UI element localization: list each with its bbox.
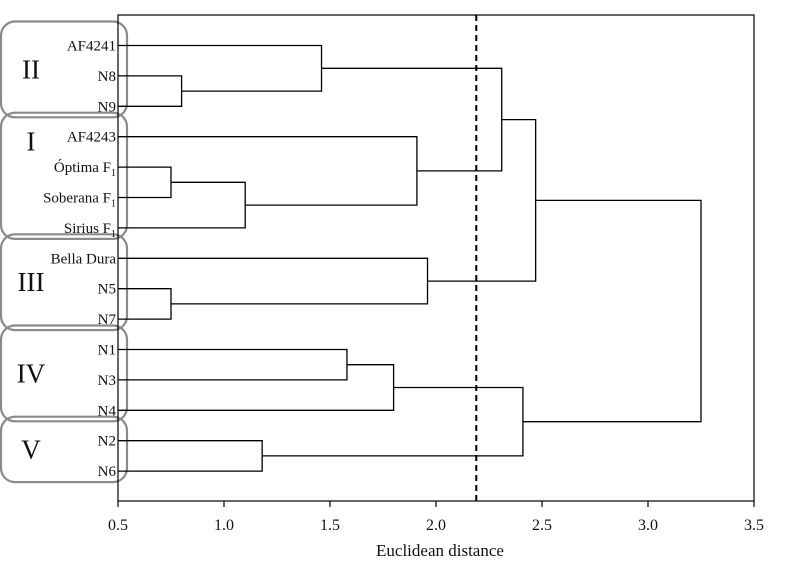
x-axis-ticks: 0.5 1.0 1.5 2.0 2.5 3.0 3.5 [108,501,764,534]
leaf-label: Soberana F1 [43,191,116,210]
leaf-label: N1 [98,343,116,359]
dendrogram-branch [321,67,503,172]
leaf-label: Bella Dura [51,251,117,267]
leaf-labels: AF4241 N8 N9 AF4243 Óptima F1 Soberana F1 Siri… [43,39,116,481]
leaf-label: AF4241 [67,39,116,55]
dendrogram-branch [118,181,246,229]
x-tick-label: 3.5 [744,517,764,534]
leaf-label: N6 [98,464,117,480]
dendrogram-branch [427,118,537,282]
group-box-1 [0,20,129,119]
x-tick-label: 1.0 [214,517,234,534]
x-axis-title: Euclidean distance [376,541,504,560]
group-box-2 [0,111,129,240]
leaf-label: N5 [98,282,116,298]
dendrogram-branches [118,44,702,472]
leaf-label: N2 [98,434,116,450]
leaf-label: N9 [98,99,116,115]
leaf-label: N7 [98,312,117,328]
dendrogram-branch [262,386,524,457]
group-label-4: IV [17,358,46,388]
dendrogram-branch [118,257,429,305]
leaf-label: N8 [98,69,116,85]
x-tick-label: 1.5 [320,517,340,534]
leaf-label: AF4243 [67,130,116,146]
group-label-2: I [27,127,36,157]
group-label-3: III [18,267,45,297]
group-box-5 [0,415,129,484]
group-label-1: II [22,54,40,84]
dendrogram-branch [118,440,263,472]
dendrogram-branch [118,44,323,92]
x-tick-label: 3.0 [638,517,658,534]
x-tick-label: 0.5 [108,517,128,534]
dendrogram-branch [522,199,702,423]
dendrogram-branch [118,364,395,411]
group-box-3 [0,233,129,332]
dendrogram-branch [118,136,418,206]
leaf-label: Óptima F1 [54,159,116,179]
x-tick-label: 2.5 [532,517,552,534]
dendrogram-branch [118,348,348,381]
group-box-4 [0,324,129,423]
leaf-label: N4 [98,403,117,419]
x-tick-label: 2.0 [426,517,446,534]
leaf-label: N3 [98,373,116,389]
group-label-5: V [21,434,41,464]
leaf-label: Sirius F1 [64,221,116,240]
